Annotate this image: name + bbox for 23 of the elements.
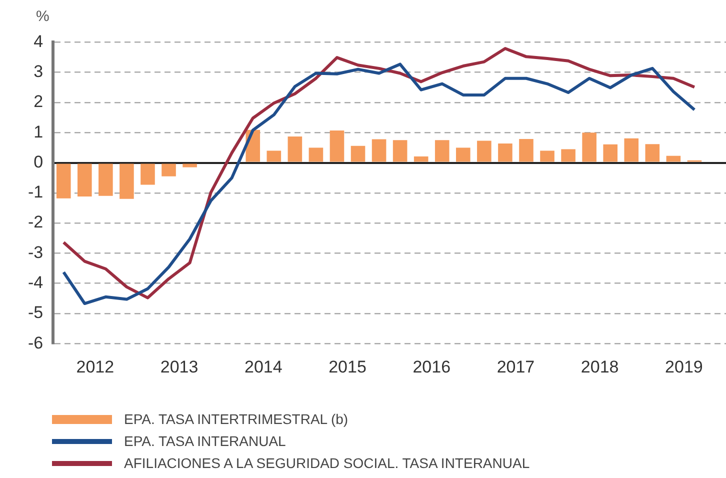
legend-label: EPA. TASA INTERTRIMESTRAL (b): [124, 410, 348, 429]
y-axis-title: %: [36, 8, 50, 25]
x-tick-label: 2018: [580, 357, 619, 376]
x-tick-label: 2012: [76, 357, 114, 376]
y-tick-label: 4: [34, 32, 44, 51]
x-tick-label: 2015: [328, 357, 366, 376]
x-tick-label: 2014: [244, 357, 282, 376]
x-tick-label: 2013: [160, 357, 198, 376]
y-tick-label: 3: [34, 62, 44, 82]
y-tick-label: 2: [34, 92, 44, 112]
y-tick-label: 1: [34, 122, 44, 142]
legend-label: EPA. TASA INTERANUAL: [124, 432, 286, 451]
y-tick-label: -2: [28, 212, 44, 232]
y-tick-label: -5: [28, 303, 44, 322]
legend-label: AFILIACIONES A LA SEGURIDAD SOCIAL. TASA INTERANUAL: [124, 454, 530, 473]
y-tick-label: -3: [28, 242, 44, 262]
y-tick-label: -1: [28, 182, 44, 202]
y-tick-label: 0: [34, 152, 44, 172]
y-tick-label: -4: [28, 273, 44, 292]
x-tick-label: 2016: [412, 357, 451, 376]
x-tick-label: 2017: [496, 357, 535, 376]
y-tick-label: -6: [28, 333, 44, 352]
x-tick-label: 2019: [665, 357, 703, 376]
